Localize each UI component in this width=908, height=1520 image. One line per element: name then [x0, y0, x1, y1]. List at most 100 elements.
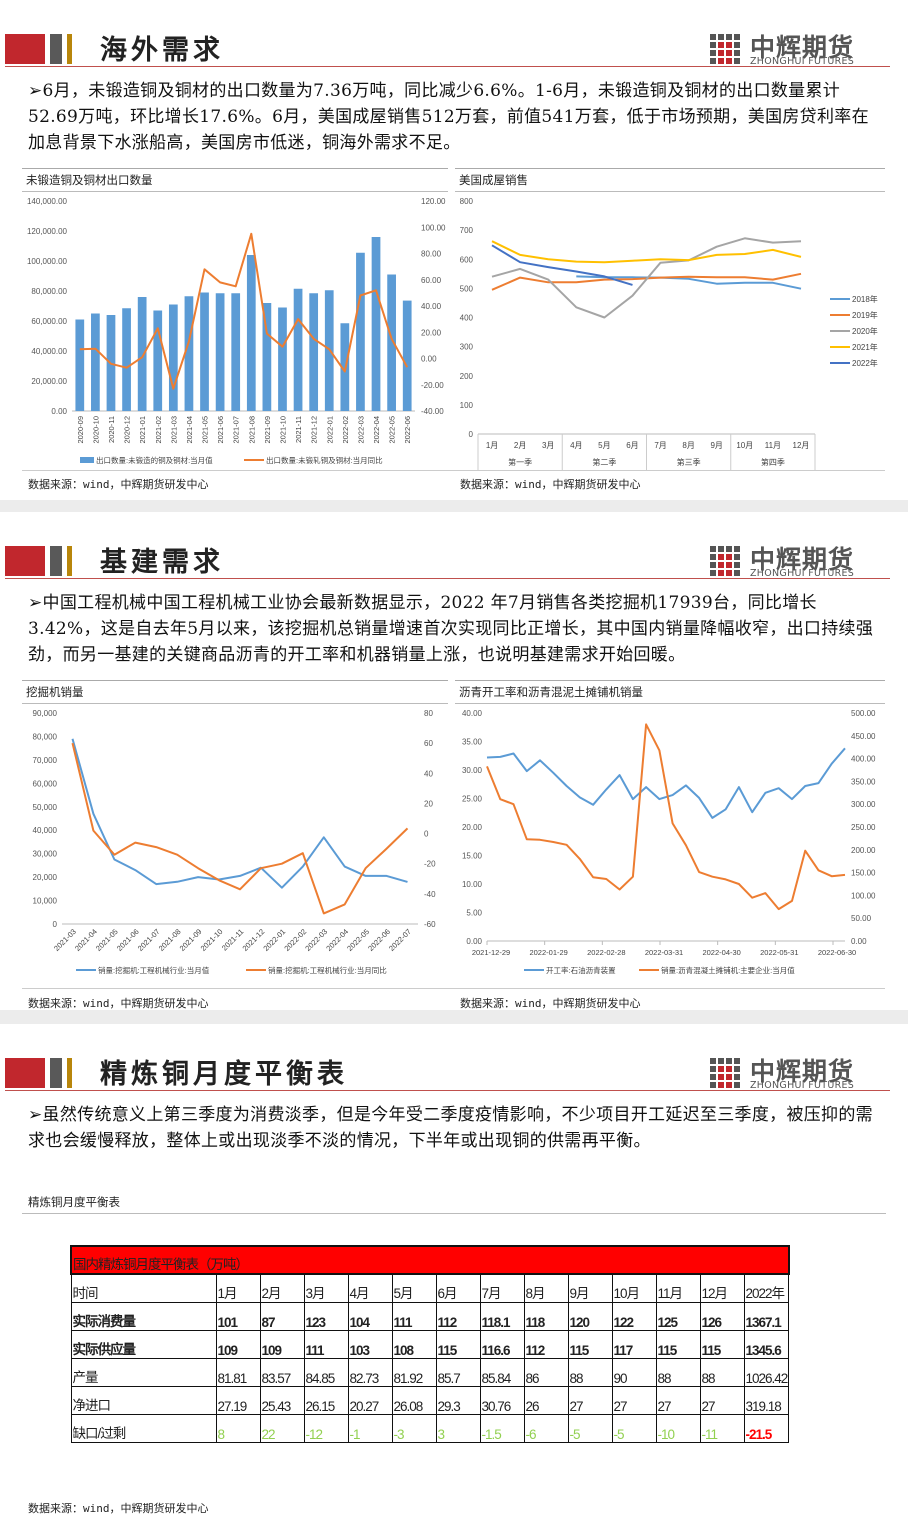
- row-header: 缺口/过剩: [70, 1413, 217, 1443]
- x-tick-label: 2021-02: [154, 416, 163, 444]
- x-tick-label: 2021-05: [94, 927, 120, 953]
- bar: [137, 297, 147, 411]
- table-cell: 1026.42: [743, 1357, 790, 1387]
- table-cell: 27: [567, 1385, 613, 1415]
- y-left-tick-label: 80,000.00: [31, 287, 67, 296]
- x-tick-label: 2020-12: [123, 416, 132, 444]
- y-right-tick-label: 100.00: [421, 223, 446, 232]
- table-cell: 26.15: [303, 1385, 349, 1415]
- table-cell: 88: [699, 1357, 745, 1387]
- table-title-row: 国内精炼铜月度平衡表（万吨）: [70, 1245, 790, 1275]
- y-right-tick-label: 500.00: [851, 709, 876, 718]
- y-left-tick-label: 600: [460, 255, 474, 264]
- x-tick-label: 2022-01: [325, 416, 334, 444]
- table-cell: 126: [699, 1301, 745, 1331]
- x-group-label: 第三季: [677, 457, 701, 467]
- section-title: 基建需求: [100, 547, 224, 578]
- table-cell: 115: [655, 1329, 701, 1359]
- y-left-tick-label: 5.00: [466, 909, 482, 918]
- y-left-tick-label: 20,000: [33, 873, 58, 882]
- table-cell: 3月: [303, 1273, 349, 1303]
- table-cell: 27: [611, 1385, 657, 1415]
- table-cell: 111: [391, 1301, 437, 1331]
- data-source: 数据来源：wind，中辉期货研发中心: [28, 997, 209, 1010]
- table-cell: 118: [523, 1301, 569, 1331]
- x-tick-label: 2020-09: [76, 416, 85, 444]
- bar: [262, 303, 272, 411]
- y-right-tick-label: -20: [424, 860, 436, 869]
- bullet-icon: ➢: [28, 1105, 43, 1125]
- chart-asphalt: 沥青开工率和沥青混泥土摊铺机销量 0.00 5.00 10.00 15.00 20.00 2…: [455, 680, 885, 982]
- legend-label: 2020年: [852, 326, 878, 336]
- y-right-tick-label: 0: [424, 830, 429, 839]
- table-cell: -5: [611, 1413, 657, 1443]
- x-tick-label: 2022-06: [366, 927, 392, 953]
- bar: [153, 310, 163, 411]
- chart-svg: 0.00 5.00 10.00 15.00 20.00 25.00 30.00 35.00 40…: [462, 709, 876, 975]
- bar: [387, 274, 396, 411]
- x-tick-label: 2021-05: [201, 416, 210, 444]
- x-tick-label: 2022-03: [303, 927, 329, 953]
- series-line: [491, 237, 802, 319]
- table-cell: -10: [655, 1413, 701, 1443]
- logo-en: ZHONGHUI FUTURES: [750, 1080, 855, 1091]
- y-left-tick-label: 800: [460, 197, 474, 206]
- table-cell: -6: [523, 1413, 569, 1443]
- table-cell: 109: [259, 1329, 305, 1359]
- logo-grid-icon: [710, 34, 744, 64]
- y-left-tick-label: 70,000: [33, 756, 58, 765]
- x-tick-label: 2021-09: [178, 927, 204, 953]
- table-cell: 27: [655, 1385, 701, 1415]
- x-tick-label: 2022-04-30: [702, 948, 740, 957]
- table-cell: 90: [611, 1357, 657, 1387]
- x-tick-label: 2021-04: [73, 927, 99, 953]
- y-right-tick-label: 50.00: [851, 914, 872, 923]
- bullet-icon: ➢: [28, 593, 43, 613]
- series-line: [576, 275, 802, 290]
- legend-label: 出口数量:未锻轧铜及铜材:当月同比: [266, 455, 383, 465]
- table-cell: 81.81: [215, 1357, 261, 1387]
- x-tick-label: 2022-04: [372, 416, 381, 444]
- y-left-tick-label: 40.00: [462, 709, 483, 718]
- paragraph-text: 6月，未锻造铜及铜材的出口数量为7.36万吨，同比减少6.6%。1-6月，未锻造…: [28, 81, 869, 153]
- table-cell: 111: [303, 1329, 349, 1359]
- y-left-tick-label: 80,000: [33, 732, 58, 741]
- table-cell: -3: [391, 1413, 437, 1443]
- table-cell: 104: [347, 1301, 393, 1331]
- x-tick-label: 2021-03: [52, 927, 78, 953]
- table-cell: -21.5: [743, 1413, 790, 1443]
- table-cell: 85.7: [435, 1357, 481, 1387]
- table-cell: 29.3: [435, 1385, 481, 1415]
- y-left-tick-label: 60,000: [33, 779, 58, 788]
- bullet-icon: ➢: [28, 81, 43, 101]
- table-cell: 115: [567, 1329, 613, 1359]
- y-left-tick-label: 25.00: [462, 795, 483, 804]
- table-cell: 27: [699, 1385, 745, 1415]
- x-tick-label: 2022-03-31: [645, 948, 683, 957]
- table-cell: 319.18: [743, 1385, 790, 1415]
- legend-label: 销量:沥青混凝土摊铺机:主要企业:当月值: [661, 965, 795, 975]
- table-cell: 84.85: [303, 1357, 349, 1387]
- bar: [91, 313, 100, 411]
- y-left-tick-label: 0.00: [51, 407, 67, 416]
- table-cell: -11: [699, 1413, 745, 1443]
- bar: [75, 319, 85, 411]
- header-red-block: [5, 34, 45, 64]
- table-cell: 122: [611, 1301, 657, 1331]
- table-cell: 125: [655, 1301, 701, 1331]
- chart-title: 未锻造铜及铜材出口数量: [26, 173, 153, 187]
- y-right-tick-label: 80.00: [421, 250, 442, 259]
- y-left-tick-label: 10.00: [462, 880, 483, 889]
- x-tick-label: 2021-08: [247, 416, 256, 444]
- bar: [278, 307, 287, 411]
- table-row: 缺口/过剩 8 22 -12 -1 -3 3 -1.5 -6 -5 -5 -10 -11 -21.5: [70, 1413, 790, 1443]
- table-cell: 81.92: [391, 1357, 437, 1387]
- y-left-tick-label: 0: [469, 430, 474, 439]
- x-tick-label: 2022-05: [388, 416, 397, 444]
- legend-label: 开工率:石油沥青装置: [546, 965, 616, 975]
- section-title: 精炼铜月度平衡表: [100, 1059, 348, 1090]
- bar: [215, 293, 225, 411]
- x-tick-label: 2020-10: [91, 416, 100, 444]
- section-paragraph: ➢中国工程机械中国工程机械工业协会最新数据显示，2022 年7月销售各类挖掘机1…: [28, 590, 883, 668]
- chart-svg: 0 10,000 20,000 30,000 40,000 50,000 60,000 70,…: [33, 709, 437, 975]
